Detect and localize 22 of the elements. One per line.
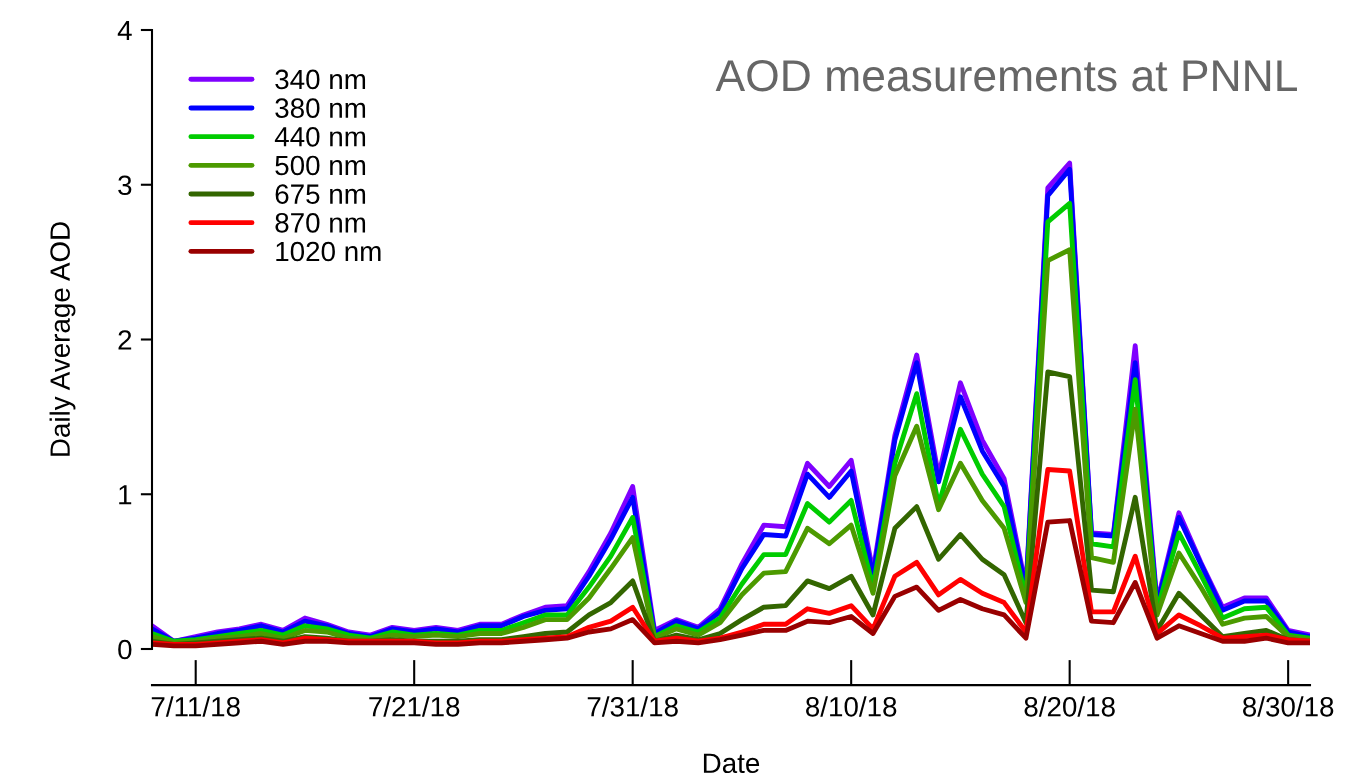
legend-label: 440 nm [274, 126, 366, 147]
legend-label: 675 nm [275, 184, 366, 204]
legend-label: 340 nm [275, 69, 366, 90]
y-tick-label: 1 [119, 485, 132, 505]
y-tick-label: 3 [118, 175, 132, 196]
text: AOD measurements at PNNL [715, 59, 1297, 92]
legend-label: 870 nm [275, 212, 366, 233]
y-tick-label: 2 [118, 330, 132, 350]
x-tick-label: 8/20/18 [1024, 696, 1115, 717]
x-tick-label: 7/21/18 [369, 696, 460, 717]
line-series [152, 518, 1310, 649]
x-tick-label: 8/30/18 [1243, 696, 1334, 717]
legend-label: 500 nm [275, 155, 366, 176]
x-axis-title: Date [703, 753, 760, 774]
y-tick-label: 4 [117, 20, 132, 41]
legend-label: 1020 nm [276, 241, 381, 262]
y-tick-label: 0 [118, 639, 132, 660]
legend-label: 380 nm [275, 98, 366, 118]
x-tick-label: 7/31/18 [587, 696, 678, 717]
x-tick-label: 8/10/18 [806, 696, 897, 717]
x-tick-label: 7/11/18 [151, 696, 240, 717]
y-axis-title: Daily Average AOD [49, 222, 76, 456]
